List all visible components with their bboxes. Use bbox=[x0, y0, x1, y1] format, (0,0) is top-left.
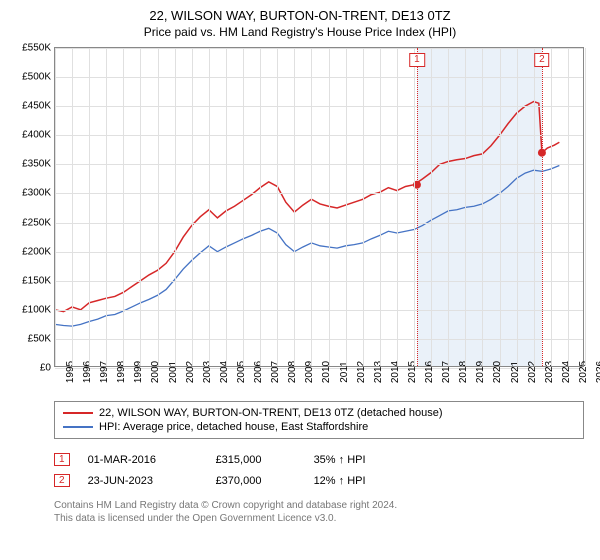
legend-label: HPI: Average price, detached house, East… bbox=[99, 421, 368, 433]
y-axis-tick: £500K bbox=[22, 72, 51, 83]
sales-row: 1 01-MAR-2016 £315,000 35% ↑ HPI bbox=[54, 449, 584, 470]
sale-badge: 2 bbox=[54, 474, 70, 487]
legend-label: 22, WILSON WAY, BURTON-ON-TRENT, DE13 0T… bbox=[99, 407, 443, 419]
footer-attribution: Contains HM Land Registry data © Crown c… bbox=[54, 499, 584, 525]
sale-date: 01-MAR-2016 bbox=[88, 454, 198, 466]
legend: 22, WILSON WAY, BURTON-ON-TRENT, DE13 0T… bbox=[54, 401, 584, 439]
y-axis-tick: £550K bbox=[22, 43, 51, 54]
chart-title: 22, WILSON WAY, BURTON-ON-TRENT, DE13 0T… bbox=[8, 8, 592, 23]
y-axis-tick: £200K bbox=[22, 246, 51, 257]
sale-marker: 2 bbox=[534, 53, 550, 67]
footer-line: Contains HM Land Registry data © Crown c… bbox=[54, 499, 584, 512]
legend-item: HPI: Average price, detached house, East… bbox=[63, 420, 575, 434]
sale-price: £370,000 bbox=[216, 475, 296, 487]
sale-badge: 1 bbox=[54, 453, 70, 466]
x-axis-tick: 2026 bbox=[585, 361, 600, 383]
y-axis-tick: £100K bbox=[22, 304, 51, 315]
chart-panel: 22, WILSON WAY, BURTON-ON-TRENT, DE13 0T… bbox=[8, 8, 592, 525]
line-series-svg bbox=[55, 48, 585, 368]
y-axis-tick: £50K bbox=[28, 333, 51, 344]
sale-pct: 12% ↑ HPI bbox=[314, 475, 404, 487]
footer-line: This data is licensed under the Open Gov… bbox=[54, 512, 584, 525]
y-axis-tick: £150K bbox=[22, 275, 51, 286]
chart-subtitle: Price paid vs. HM Land Registry's House … bbox=[8, 25, 592, 39]
sale-price: £315,000 bbox=[216, 454, 296, 466]
sales-table: 1 01-MAR-2016 £315,000 35% ↑ HPI 2 23-JU… bbox=[54, 449, 584, 491]
sale-pct: 35% ↑ HPI bbox=[314, 454, 404, 466]
y-axis-tick: £300K bbox=[22, 188, 51, 199]
legend-swatch bbox=[63, 412, 93, 414]
y-axis-tick: £450K bbox=[22, 101, 51, 112]
sales-row: 2 23-JUN-2023 £370,000 12% ↑ HPI bbox=[54, 470, 584, 491]
legend-swatch bbox=[63, 426, 93, 428]
y-axis-tick: £0 bbox=[40, 363, 51, 374]
sale-marker: 1 bbox=[409, 53, 425, 67]
y-axis-tick: £350K bbox=[22, 159, 51, 170]
plot-area: £0£50K£100K£150K£200K£250K£300K£350K£400… bbox=[54, 47, 584, 367]
y-axis-tick: £250K bbox=[22, 217, 51, 228]
sale-date: 23-JUN-2023 bbox=[88, 475, 198, 487]
legend-item: 22, WILSON WAY, BURTON-ON-TRENT, DE13 0T… bbox=[63, 406, 575, 420]
y-axis-tick: £400K bbox=[22, 130, 51, 141]
